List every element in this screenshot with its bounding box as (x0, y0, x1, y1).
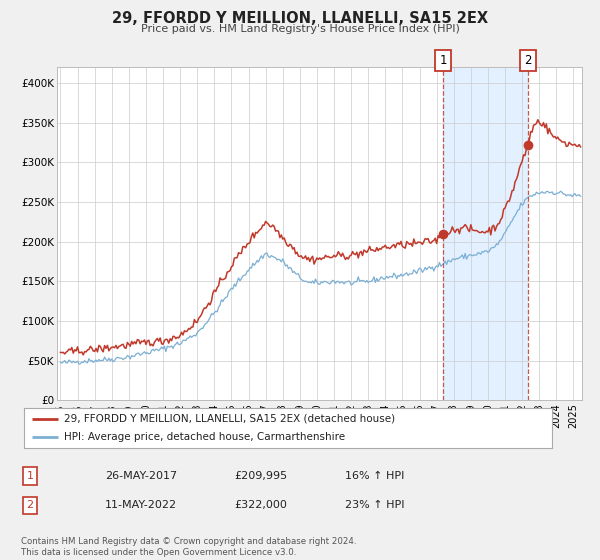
Text: 2: 2 (524, 54, 532, 67)
Text: 26-MAY-2017: 26-MAY-2017 (105, 471, 177, 481)
Text: 29, FFORDD Y MEILLION, LLANELLI, SA15 2EX (detached house): 29, FFORDD Y MEILLION, LLANELLI, SA15 2E… (64, 414, 395, 423)
Text: 16% ↑ HPI: 16% ↑ HPI (345, 471, 404, 481)
Text: This data is licensed under the Open Government Licence v3.0.: This data is licensed under the Open Gov… (21, 548, 296, 557)
Text: Contains HM Land Registry data © Crown copyright and database right 2024.: Contains HM Land Registry data © Crown c… (21, 537, 356, 546)
Text: £209,995: £209,995 (234, 471, 287, 481)
Text: 1: 1 (439, 54, 447, 67)
Text: 11-MAY-2022: 11-MAY-2022 (105, 500, 177, 510)
Text: Price paid vs. HM Land Registry's House Price Index (HPI): Price paid vs. HM Land Registry's House … (140, 24, 460, 34)
Text: HPI: Average price, detached house, Carmarthenshire: HPI: Average price, detached house, Carm… (64, 432, 345, 442)
Text: 1: 1 (26, 471, 34, 481)
Text: 2: 2 (26, 500, 34, 510)
Text: £322,000: £322,000 (234, 500, 287, 510)
Bar (443, 67, 529, 400)
Text: 29, FFORDD Y MEILLION, LLANELLI, SA15 2EX: 29, FFORDD Y MEILLION, LLANELLI, SA15 2E… (112, 11, 488, 26)
Text: 23% ↑ HPI: 23% ↑ HPI (345, 500, 404, 510)
